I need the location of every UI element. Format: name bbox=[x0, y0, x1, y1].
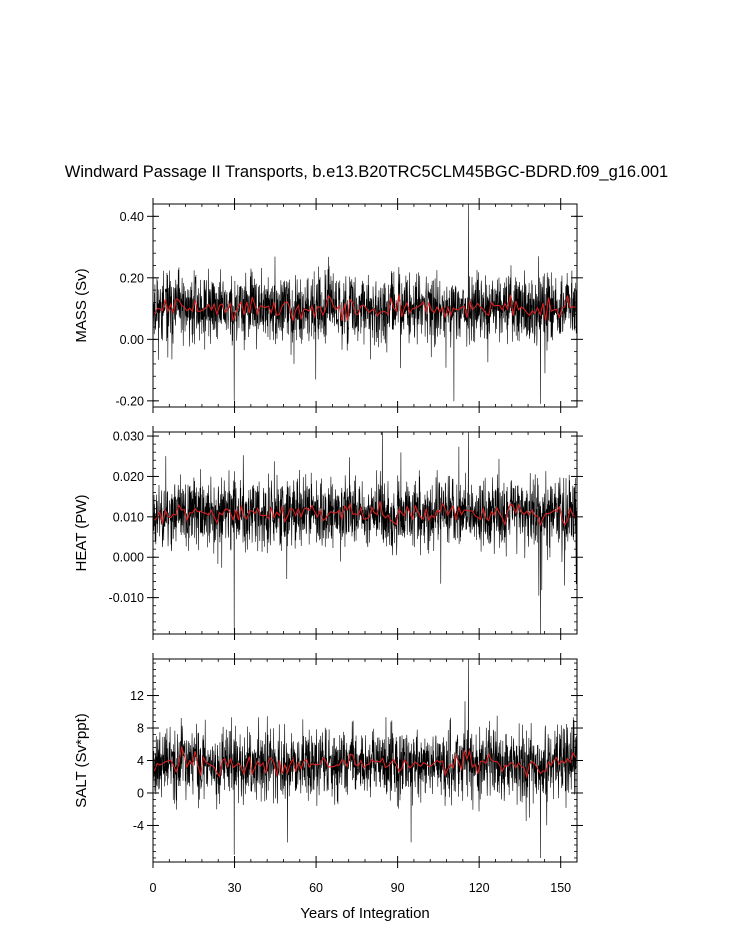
y-tick-label: 12 bbox=[130, 689, 144, 703]
y-axis-title: HEAT (PW) bbox=[73, 495, 90, 572]
y-tick-label: 0.00 bbox=[120, 333, 144, 347]
monthly-series-line bbox=[153, 204, 577, 404]
panel-1: 0.40 0.20 0.00 -0.20 MASS (Sv) bbox=[73, 198, 583, 413]
x-tick-label: 120 bbox=[469, 881, 490, 895]
annual-mean-line bbox=[153, 501, 576, 527]
x-tick-label: 30 bbox=[228, 881, 242, 895]
x-tick-label: 150 bbox=[550, 881, 571, 895]
x-axis-title: Years of Integration bbox=[300, 905, 430, 922]
y-tick-label: 4 bbox=[137, 754, 144, 768]
y-tick-label: 0 bbox=[137, 786, 144, 800]
y-tick-label: 0.20 bbox=[120, 271, 144, 285]
panel-2: 0.030 0.020 0.010 0.000 -0.010 HEAT (PW) bbox=[73, 426, 583, 640]
y-tick-label: 0.030 bbox=[113, 430, 144, 444]
y-tick-label: -0.20 bbox=[116, 394, 145, 408]
y-tick-label: -0.010 bbox=[109, 591, 144, 605]
x-tick-label: 90 bbox=[391, 881, 405, 895]
monthly-series-line bbox=[153, 659, 577, 858]
panel-3: 12 8 4 0 -4 SALT (Sv*ppt) bbox=[73, 653, 583, 868]
y-tick-label: 0.000 bbox=[113, 551, 144, 565]
annual-mean-line bbox=[153, 745, 577, 779]
y-tick-label: 0.020 bbox=[113, 470, 144, 484]
y-tick-label: 0.40 bbox=[120, 210, 144, 224]
y-axis-title: MASS (Sv) bbox=[73, 268, 90, 342]
panel-frame bbox=[152, 431, 578, 635]
y-tick-label: 0.010 bbox=[113, 510, 144, 524]
annual-mean-line bbox=[153, 294, 576, 322]
monthly-series-line bbox=[153, 432, 577, 634]
y-axis-title: SALT (Sv*ppt) bbox=[73, 713, 90, 807]
x-tick-label: 0 bbox=[150, 881, 157, 895]
chart-title: Windward Passage II Transports, b.e13.B2… bbox=[64, 163, 669, 181]
y-tick-label: -4 bbox=[133, 819, 144, 833]
y-tick-label: 8 bbox=[137, 722, 144, 736]
x-tick-label: 60 bbox=[309, 881, 323, 895]
